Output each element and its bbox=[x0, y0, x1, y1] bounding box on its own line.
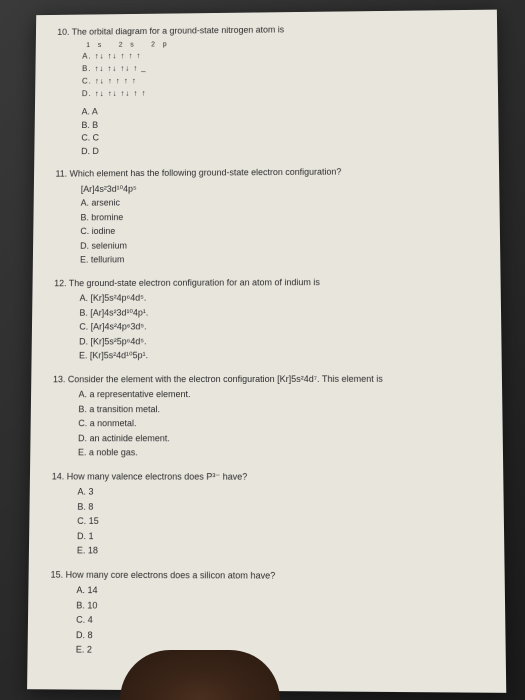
q12-options: A. [Kr]5s²4p⁶4d⁵. B. [Ar]4s²3d¹⁰4p¹. C. … bbox=[79, 290, 473, 362]
question-11: 11. Which element has the following grou… bbox=[54, 165, 472, 267]
q15-choice-e: E. 2 bbox=[76, 643, 477, 660]
q13-header: 13. Consider the element with the electr… bbox=[53, 372, 474, 386]
q12-choice-a: A. [Kr]5s²4p⁶4d⁵. bbox=[80, 290, 473, 305]
q14-choice-e: E. 18 bbox=[77, 544, 476, 559]
q12-number: 12. bbox=[54, 278, 66, 288]
q14-choice-c: C. 15 bbox=[77, 515, 475, 530]
q10-text: The orbital diagram for a ground-state n… bbox=[72, 25, 284, 37]
q14-choice-b: B. 8 bbox=[77, 500, 475, 515]
q11-config: [Ar]4s²3d¹⁰4p⁵ bbox=[81, 180, 472, 196]
q12-text: The ground-state electron configuration … bbox=[69, 277, 320, 288]
thumb-shadow bbox=[120, 650, 280, 700]
q12-choice-d: D. [Kr]5s²5p⁶4d⁵. bbox=[79, 334, 473, 348]
q11-choice-b: B. bromine bbox=[80, 209, 471, 225]
question-14: 14. How many valence electrons does P³⁻ … bbox=[51, 470, 476, 560]
q11-choice-a: A. arsenic bbox=[81, 194, 472, 210]
q13-options: A. a representative element. B. a transi… bbox=[78, 388, 475, 460]
q11-choice-d: D. selenium bbox=[80, 237, 472, 252]
q11-choice-e: E. tellurium bbox=[80, 252, 472, 267]
question-10: 10. The orbital diagram for a ground-sta… bbox=[56, 22, 471, 159]
question-12: 12. The ground-state electron configurat… bbox=[53, 275, 473, 363]
q13-number: 13. bbox=[53, 374, 66, 384]
question-13: 13. Consider the element with the electr… bbox=[52, 372, 474, 460]
q12-choice-c: C. [Ar]4s²4p⁶3d⁵. bbox=[79, 319, 473, 334]
q15-number: 15. bbox=[51, 569, 64, 579]
q13-choice-b: B. a transition metal. bbox=[78, 402, 474, 416]
q15-options: A. 14 B. 10 C. 4 D. 8 E. 2 bbox=[76, 584, 477, 660]
q14-number: 14. bbox=[52, 471, 65, 481]
q13-choice-a: A. a representative element. bbox=[79, 388, 474, 402]
q13-choice-d: D. an actinide element. bbox=[78, 432, 474, 446]
q14-options: A. 3 B. 8 C. 15 D. 1 E. 18 bbox=[77, 485, 476, 559]
q11-number: 11. bbox=[55, 169, 67, 179]
q11-choice-c: C. iodine bbox=[80, 223, 472, 239]
q12-choice-e: E. [Kr]5s²4d¹⁰5p¹. bbox=[79, 349, 473, 363]
worksheet-paper: 10. The orbital diagram for a ground-sta… bbox=[27, 10, 506, 693]
q12-choice-b: B. [Ar]4s²3d¹⁰4p¹. bbox=[79, 305, 472, 320]
q15-text: How many core electrons does a silicon a… bbox=[66, 569, 276, 580]
q10-choice-d: D. D bbox=[81, 142, 471, 158]
q13-text: Consider the element with the electron c… bbox=[68, 373, 383, 383]
q15-choice-b: B. 10 bbox=[76, 599, 476, 615]
question-15: 15. How many core electrons does a silic… bbox=[50, 568, 477, 660]
q11-options: [Ar]4s²3d¹⁰4p⁵ A. arsenic B. bromine C. … bbox=[80, 180, 472, 267]
q14-header: 14. How many valence electrons does P³⁻ … bbox=[52, 470, 475, 484]
q10-answer-choices: A. A B. B C. C D. D bbox=[81, 102, 471, 158]
q13-choice-e: E. a noble gas. bbox=[78, 446, 475, 460]
q11-text: Which element has the following ground-s… bbox=[70, 167, 342, 179]
q13-choice-c: C. a nonmetal. bbox=[78, 417, 474, 431]
q15-choice-d: D. 8 bbox=[76, 628, 477, 644]
q15-choice-a: A. 14 bbox=[76, 584, 476, 600]
q12-header: 12. The ground-state electron configurat… bbox=[54, 275, 472, 290]
q14-text: How many valence electrons does P³⁻ have… bbox=[67, 471, 248, 481]
q14-choice-a: A. 3 bbox=[77, 485, 475, 499]
q15-choice-c: C. 4 bbox=[76, 614, 477, 630]
q10-option-d-diagram: D. ↑↓ ↑↓ ↑↓ ↑ ↑ bbox=[82, 85, 470, 100]
q11-header: 11. Which element has the following grou… bbox=[55, 165, 471, 181]
q10-number: 10. bbox=[57, 27, 69, 37]
q14-choice-d: D. 1 bbox=[77, 529, 476, 544]
q15-header: 15. How many core electrons does a silic… bbox=[51, 568, 476, 584]
